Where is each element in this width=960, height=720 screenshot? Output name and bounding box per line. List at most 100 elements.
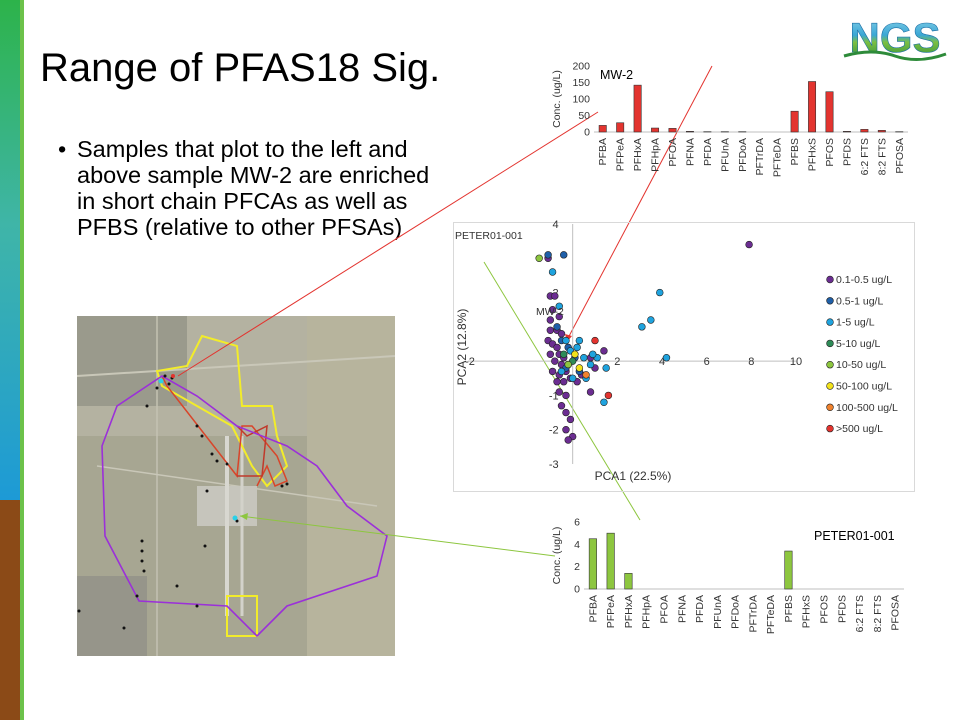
bullet-marker: •: [58, 136, 67, 162]
x-tick-label: PFHpA: [641, 595, 653, 629]
data-point: [555, 312, 563, 321]
x-tick-label: PFDA: [694, 595, 706, 623]
legend-label: 0.1-0.5 ug/L: [836, 274, 892, 286]
x-tick-label: 6:2 FTS: [859, 138, 871, 175]
x-tick-label: 4: [659, 356, 665, 368]
data-point: [551, 357, 559, 365]
x-tick-label: 8:2 FTS: [876, 138, 888, 175]
x-tick-label: PFDoA: [737, 138, 749, 172]
y-tick-label: 50: [578, 110, 590, 122]
legend-label: 5-10 ug/L: [836, 338, 881, 350]
left-accent-bar: [0, 0, 24, 720]
legend-label: 10-50 ug/L: [836, 359, 886, 371]
x-tick-label: 6: [704, 356, 710, 368]
data-point: [553, 323, 561, 331]
bar: [616, 122, 625, 133]
data-point: [745, 240, 753, 249]
bar: [624, 573, 633, 590]
x-tick-label: PFBS: [789, 138, 801, 165]
x-tick-label: PFHpA: [650, 138, 662, 172]
bar: [588, 538, 597, 590]
x-tick-label: PFTrDA: [754, 138, 766, 176]
legend-marker: [826, 297, 834, 305]
data-point: [568, 374, 577, 382]
data-point: [560, 378, 568, 386]
x-tick-label: PFBS: [783, 595, 795, 622]
aerial-map-image: [77, 316, 395, 656]
bar: [877, 130, 886, 133]
data-point: [560, 251, 568, 259]
data-point: [600, 347, 608, 355]
legend-label: 1-5 ug/L: [836, 317, 875, 329]
y-tick-label: -3: [549, 459, 559, 471]
data-point: [573, 343, 581, 352]
bar: [598, 125, 607, 133]
data-point: [555, 302, 563, 310]
x-tick-label: PFDS: [841, 138, 853, 166]
y-tick-label: 4: [553, 219, 559, 231]
x-tick-label: PFTeDA: [765, 595, 777, 634]
left-bar-blue-green: [0, 0, 22, 500]
bar: [668, 128, 677, 133]
legend-marker: [826, 424, 834, 433]
annotation-label: PETER01-001: [455, 230, 523, 242]
x-tick-label: PFDA: [702, 138, 714, 166]
chart-title: MW-2: [600, 68, 633, 82]
data-point: [600, 398, 608, 406]
bar: [808, 81, 817, 133]
x-tick-label: PFTrDA: [747, 595, 759, 633]
chart-border: [453, 222, 915, 492]
x-tick-label: PFDS: [836, 595, 848, 623]
data-point: [544, 251, 552, 259]
y-tick-label: -2: [549, 425, 559, 437]
x-tick-label: 6:2 FTS: [854, 595, 866, 632]
data-point: [562, 336, 570, 345]
y-tick-label: 4: [574, 539, 580, 551]
left-bar-brown: [0, 500, 22, 720]
data-point: [564, 436, 572, 444]
x-tick-label: 8:2 FTS: [872, 595, 884, 632]
y-tick-label: 150: [572, 77, 590, 89]
data-point: [571, 350, 579, 358]
data-point: [546, 350, 555, 358]
legend-label: 100-500 ug/L: [836, 402, 898, 414]
bar: [825, 91, 834, 133]
bar: [606, 532, 615, 590]
x-tick-label: PFOSA: [890, 595, 902, 631]
y-axis-label: PCA2 (12.8%): [455, 309, 469, 386]
slide-title: Range of PFAS18 Sig.: [40, 46, 441, 90]
data-point: [662, 354, 671, 362]
x-tick-label: PFOSA: [894, 138, 906, 174]
x-tick-label: PFHxS: [801, 595, 813, 628]
mw2-bar-chart: Conc. (ug/L) 0 50 100 150 200 PFBA PFPeA PFHxA PF…: [551, 61, 908, 177]
data-point: [564, 360, 572, 369]
x-tick-label: PFDoA: [730, 595, 742, 629]
y-tick-label: 200: [572, 61, 590, 73]
y-tick-label: 0: [584, 127, 590, 139]
data-point: [535, 254, 543, 262]
x-tick-label: PFHxA: [632, 138, 644, 171]
data-point: [591, 336, 599, 345]
data-point: [586, 388, 595, 396]
ngs-logo: NGS: [843, 14, 947, 61]
data-point: [548, 306, 557, 314]
legend-label: >500 ug/L: [836, 423, 883, 435]
bar: [790, 110, 799, 133]
data-point: [557, 367, 566, 376]
x-tick-label: PFPeA: [605, 595, 617, 628]
data-point: [586, 360, 595, 369]
data-point: [575, 364, 584, 372]
legend-label: 0.5-1 ug/L: [836, 295, 883, 307]
y-axis-label: Conc. (ug/L): [551, 70, 563, 128]
bar: [784, 550, 793, 590]
y-tick-label: 2: [574, 561, 580, 573]
x-tick-label: PFBA: [597, 138, 609, 165]
legend-marker: [826, 275, 834, 284]
legend-marker: [826, 318, 834, 326]
data-point: [562, 408, 570, 417]
legend-marker: [826, 403, 834, 412]
mw2-scatter-line: [566, 65, 713, 341]
bar: [651, 127, 660, 133]
data-point: [566, 415, 575, 424]
